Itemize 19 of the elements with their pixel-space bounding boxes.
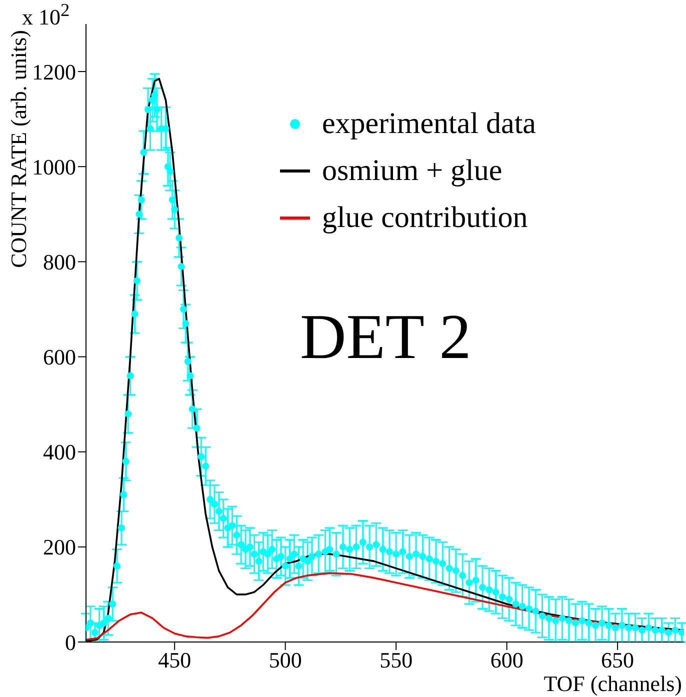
- y-tick-label: 1200: [32, 59, 76, 84]
- y-tick-label: 0: [65, 630, 76, 655]
- y-tick-label: 1000: [32, 154, 76, 180]
- y-tick-label: 800: [43, 250, 76, 274]
- legend-label: experimental data: [322, 106, 536, 140]
- legend-label: osmium + glue: [322, 154, 502, 188]
- x-axis-title: TOF (channels): [544, 671, 682, 696]
- annotation: DET 2: [300, 300, 472, 374]
- y-tick-label: 200: [43, 534, 76, 560]
- y-tick-label: 600: [43, 344, 76, 370]
- legend-label: glue contribution: [322, 200, 528, 234]
- x-tick-label: 450: [158, 648, 192, 673]
- text: x 10$^{2}$: [22, 0, 70, 30]
- x-tick-label: 550: [380, 648, 413, 673]
- y-tick-label: 400: [43, 440, 76, 465]
- y-axis-title: COUNT RATE (arb. units): [6, 30, 31, 268]
- x-tick-label: 650: [601, 648, 634, 673]
- x-tick-label: 500: [268, 648, 302, 673]
- x-tick-label: 600: [490, 648, 524, 673]
